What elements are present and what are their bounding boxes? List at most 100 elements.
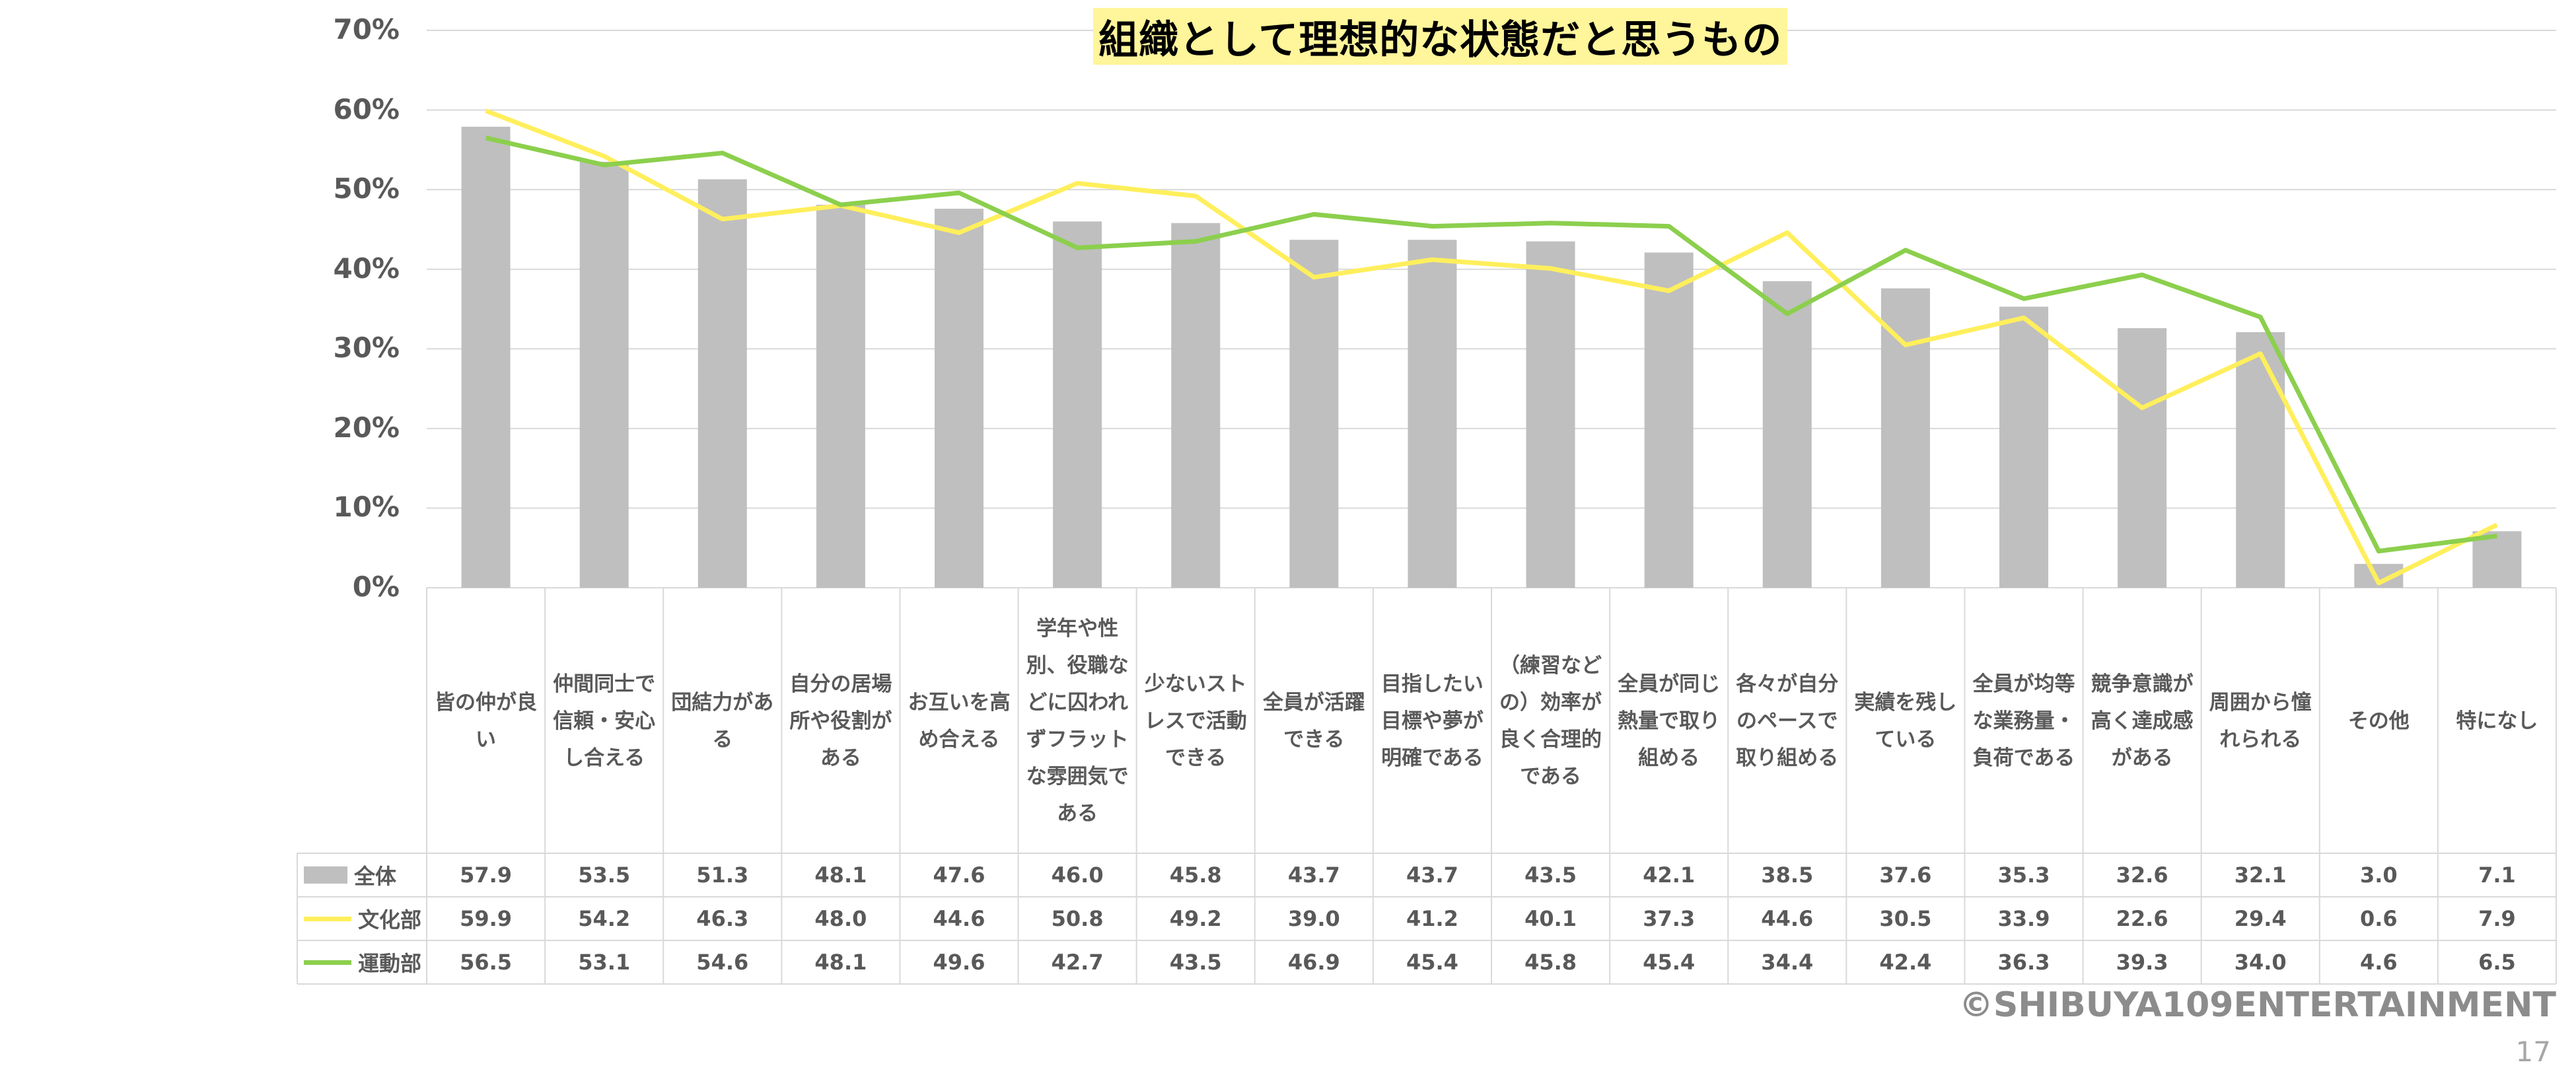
data-label: 49.2 [1169,906,1222,931]
data-label: 43.5 [1169,950,1222,975]
bar [2118,328,2167,588]
legend-item: 文化部 [297,897,427,940]
x-category-label: 団結力がある [671,691,774,752]
y-tick-label: 20% [333,411,400,444]
copyright-text: ©SHIBUYA109ENTERTAINMENT [1958,985,2556,1025]
x-category-label: 全員が均等な業務量・負荷である [1972,672,2075,770]
data-label: 47.6 [933,862,985,888]
page-number: 17 [2515,1036,2551,1068]
data-label: 40.1 [1524,906,1577,931]
chart-title: 組織として理想的な状態だと思うもの [1098,17,1783,63]
data-label: 39.0 [1287,906,1340,931]
data-label: 43.7 [1406,862,1458,888]
legend-item: 運動部 [297,940,427,984]
x-category-label: 皆の仲が良い [435,691,538,752]
data-label: 22.6 [2116,906,2168,931]
y-tick-label: 40% [333,252,400,285]
data-label: 54.6 [696,950,749,975]
data-label: 42.1 [1643,862,1696,888]
legend-label: 運動部 [358,951,422,976]
line-series-2 [485,135,2497,553]
bar [698,179,747,588]
chart-title-highlight: 組織として理想的な状態だと思うもの [1093,8,1788,65]
x-category-label: 全員が同じ熱量で取り組める [1618,672,1721,770]
x-category-label: その他 [2347,709,2410,733]
bar [579,161,629,588]
legend-line-swatch [304,916,351,921]
legend-item: 全体 [297,853,427,897]
data-label: 44.6 [1761,906,1814,931]
legend-label: 文化部 [358,907,422,932]
x-category-label: 競争意識が高く達成感がある [2091,672,2194,770]
data-label: 37.3 [1643,906,1696,931]
data-label: 54.2 [578,906,631,931]
data-label: 39.3 [2116,950,2168,975]
x-category-label: 自分の居場所や役割がある [789,672,892,770]
bar [1880,288,1930,588]
data-label: 44.6 [933,906,985,931]
data-label: 59.9 [460,906,513,931]
x-category-label: 実績を残している [1854,691,1957,752]
y-tick-label: 60% [333,92,400,125]
data-label: 7.1 [2478,862,2516,888]
data-label: 0.6 [2359,906,2398,931]
data-table-grid [297,588,2557,985]
x-category-label: 特になし [2456,709,2538,733]
data-label: 49.6 [933,950,985,975]
x-category-label: （練習などの）効率が良く合理的である [1499,654,1602,789]
data-label: 4.6 [2359,950,2398,975]
x-category-label: お互いを高め合える [908,691,1011,752]
data-label: 51.3 [696,862,749,888]
data-label: 32.1 [2234,862,2287,888]
data-label: 32.6 [2116,862,2168,888]
data-label: 7.9 [2478,906,2516,931]
data-label: 45.4 [1643,950,1696,975]
y-tick-label: 10% [333,491,400,524]
bar [1526,241,1575,588]
data-label: 42.4 [1879,950,1932,975]
bar [2472,531,2522,588]
data-label: 46.0 [1051,862,1104,888]
data-label: 45.8 [1169,862,1222,888]
line-series-1 [485,108,2498,586]
x-category-label: 各々が自分のペースで取り組める [1736,672,1839,770]
y-tick-label: 70% [333,13,400,46]
data-label: 57.9 [460,862,513,888]
data-label: 50.8 [1051,906,1104,931]
data-label: 43.7 [1287,862,1340,888]
y-tick-label: 30% [333,332,400,365]
bar-series-layer [461,126,2522,588]
x-category-label: 仲間同士で信頼・安心し合える [553,672,656,770]
bar [1999,306,2048,588]
data-label: 48.1 [814,862,867,888]
bar [1171,223,1221,588]
x-category-label: 少ないストレスで活動できる [1144,672,1247,770]
data-label: 45.4 [1406,950,1458,975]
line-series-layer [485,108,2498,586]
data-label: 43.5 [1524,862,1577,888]
bar [1644,252,1694,588]
data-label: 56.5 [460,950,513,975]
data-label: 46.9 [1287,950,1340,975]
data-label: 38.5 [1761,862,1814,888]
x-category-label: 全員が活躍できる [1262,691,1365,752]
data-label: 37.6 [1879,862,1932,888]
data-label: 53.5 [578,862,631,888]
x-category-label: 学年や性別、役職などに囚われずフラットな雰囲気である [1026,617,1129,826]
data-label: 3.0 [2359,862,2398,888]
data-label: 46.3 [696,906,749,931]
bar [1289,240,1339,588]
legend-bar-swatch [304,866,347,884]
bar [461,126,511,588]
data-label: 48.1 [814,950,867,975]
data-label: 42.7 [1051,950,1104,975]
data-label: 48.0 [814,906,867,931]
data-label: 33.9 [1997,906,2050,931]
bar [935,209,984,588]
bar [2236,332,2285,588]
bar [816,205,865,588]
x-category-label: 目指したい目標や夢が明確である [1380,672,1484,770]
legend-line-swatch [304,960,351,965]
data-label: 29.4 [2234,906,2287,931]
